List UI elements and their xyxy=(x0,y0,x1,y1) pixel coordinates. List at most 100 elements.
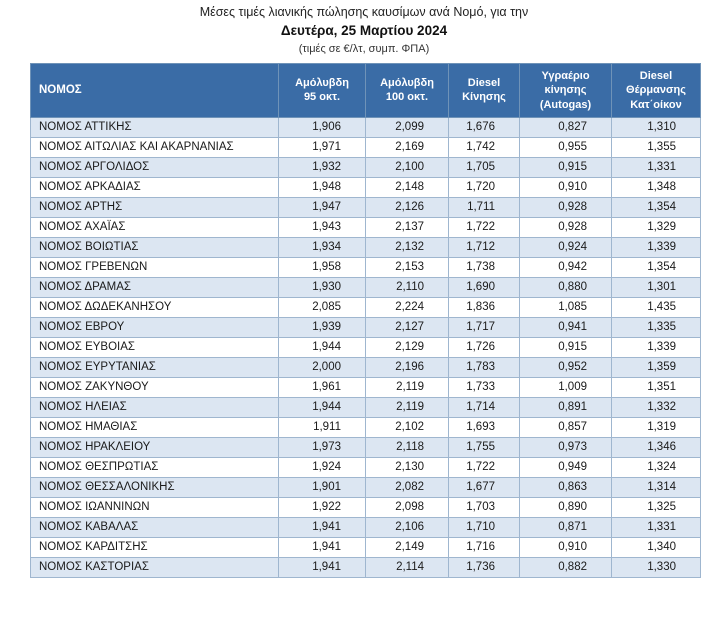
value-cell: 1,324 xyxy=(611,456,701,478)
table-row: ΝΟΜΟΣ ΑΡΓΟΛΙΔΟΣ 1,932 2,100 1,705 0,915 … xyxy=(30,156,701,178)
header-cell: Αμόλυβδη 95 οκτ. xyxy=(278,62,366,118)
value-cell: 2,196 xyxy=(365,356,449,378)
value-cell: 1,710 xyxy=(448,516,520,538)
value-cell: 1,703 xyxy=(448,496,520,518)
value-cell: 1,722 xyxy=(448,456,520,478)
value-cell: 1,676 xyxy=(448,116,520,138)
table-row: ΝΟΜΟΣ ΕΥΡΥΤΑΝΙΑΣ 2,000 2,196 1,783 0,952… xyxy=(30,356,701,378)
value-cell: 0,952 xyxy=(519,356,612,378)
value-cell: 1,947 xyxy=(278,196,366,218)
table-row: ΝΟΜΟΣ ΑΙΤΩΛΙΑΣ ΚΑΙ ΑΚΑΡΝΑΝΙΑΣ 1,971 2,16… xyxy=(30,136,701,158)
value-cell: 1,944 xyxy=(278,336,366,358)
value-cell: 1,331 xyxy=(611,156,701,178)
fuel-prices-table: ΝΟΜΟΣ Αμόλυβδη 95 οκτ. Αμόλυβδη 100 οκτ. Di… xyxy=(30,62,701,578)
value-cell: 1,711 xyxy=(448,196,520,218)
value-cell: 0,880 xyxy=(519,276,612,298)
value-cell: 2,119 xyxy=(365,376,449,398)
value-cell: 1,346 xyxy=(611,436,701,458)
value-cell: 1,332 xyxy=(611,396,701,418)
table-row: ΝΟΜΟΣ ΒΟΙΩΤΙΑΣ 1,934 2,132 1,712 0,924 1… xyxy=(30,236,701,258)
value-cell: 1,901 xyxy=(278,476,366,498)
table-row: ΝΟΜΟΣ ΑΤΤΙΚΗΣ 1,906 2,099 1,676 0,827 1,… xyxy=(30,116,701,138)
nomos-cell: ΝΟΜΟΣ ΑΡΓΟΛΙΔΟΣ xyxy=(30,156,279,178)
header-cell: Υγραέριο κίνησης (Autogas) xyxy=(519,62,612,118)
nomos-cell: ΝΟΜΟΣ ΑΙΤΩΛΙΑΣ ΚΑΙ ΑΚΑΡΝΑΝΙΑΣ xyxy=(30,136,279,158)
value-cell: 1,973 xyxy=(278,436,366,458)
value-cell: 2,132 xyxy=(365,236,449,258)
value-cell: 1,836 xyxy=(448,296,520,318)
nomos-cell: ΝΟΜΟΣ ΕΥΡΥΤΑΝΙΑΣ xyxy=(30,356,279,378)
value-cell: 1,941 xyxy=(278,516,366,538)
nomos-cell: ΝΟΜΟΣ ΗΛΕΙΑΣ xyxy=(30,396,279,418)
value-cell: 1,720 xyxy=(448,176,520,198)
table-row: ΝΟΜΟΣ ΑΡΤΗΣ 1,947 2,126 1,711 0,928 1,35… xyxy=(30,196,701,218)
value-cell: 1,359 xyxy=(611,356,701,378)
value-cell: 1,339 xyxy=(611,236,701,258)
table-row: ΝΟΜΟΣ ΗΡΑΚΛΕΙΟΥ 1,973 2,118 1,755 0,973 … xyxy=(30,436,701,458)
table-row: ΝΟΜΟΣ ΚΑΣΤΟΡΙΑΣ 1,941 2,114 1,736 0,882 … xyxy=(30,556,701,578)
value-cell: 1,355 xyxy=(611,136,701,158)
value-cell: 1,783 xyxy=(448,356,520,378)
value-cell: 1,712 xyxy=(448,236,520,258)
value-cell: 1,717 xyxy=(448,316,520,338)
value-cell: 0,928 xyxy=(519,216,612,238)
value-cell: 2,082 xyxy=(365,476,449,498)
value-cell: 2,148 xyxy=(365,176,449,198)
value-cell: 0,915 xyxy=(519,336,612,358)
value-cell: 1,301 xyxy=(611,276,701,298)
value-cell: 1,319 xyxy=(611,416,701,438)
value-cell: 1,742 xyxy=(448,136,520,158)
nomos-cell: ΝΟΜΟΣ ΗΜΑΘΙΑΣ xyxy=(30,416,279,438)
header-row: ΝΟΜΟΣ Αμόλυβδη 95 οκτ. Αμόλυβδη 100 οκτ. Di… xyxy=(30,62,701,118)
value-cell: 1,310 xyxy=(611,116,701,138)
value-cell: 2,000 xyxy=(278,356,366,378)
nomos-cell: ΝΟΜΟΣ ΚΑΒΑΛΑΣ xyxy=(30,516,279,538)
value-cell: 2,153 xyxy=(365,256,449,278)
value-cell: 1,941 xyxy=(278,536,366,558)
table-row: ΝΟΜΟΣ ΔΡΑΜΑΣ 1,930 2,110 1,690 0,880 1,3… xyxy=(30,276,701,298)
table-row: ΝΟΜΟΣ ΚΑΒΑΛΑΣ 1,941 2,106 1,710 0,871 1,… xyxy=(30,516,701,538)
nomos-cell: ΝΟΜΟΣ ΓΡΕΒΕΝΩΝ xyxy=(30,256,279,278)
nomos-cell: ΝΟΜΟΣ ΕΒΡΟΥ xyxy=(30,316,279,338)
table-row: ΝΟΜΟΣ ΙΩΑΝΝΙΝΩΝ 1,922 2,098 1,703 0,890 … xyxy=(30,496,701,518)
value-cell: 1,348 xyxy=(611,176,701,198)
value-cell: 1,354 xyxy=(611,256,701,278)
value-cell: 2,110 xyxy=(365,276,449,298)
report-header: Μέσες τιμές λιανικής πώλησης καυσίμων αν… xyxy=(0,4,728,57)
value-cell: 1,961 xyxy=(278,376,366,398)
value-cell: 1,726 xyxy=(448,336,520,358)
value-cell: 1,335 xyxy=(611,316,701,338)
value-cell: 1,693 xyxy=(448,416,520,438)
table-row: ΝΟΜΟΣ ΗΛΕΙΑΣ 1,944 2,119 1,714 0,891 1,3… xyxy=(30,396,701,418)
nomos-cell: ΝΟΜΟΣ ΗΡΑΚΛΕΙΟΥ xyxy=(30,436,279,458)
value-cell: 1,958 xyxy=(278,256,366,278)
value-cell: 0,871 xyxy=(519,516,612,538)
table-row: ΝΟΜΟΣ ΚΑΡΔΙΤΣΗΣ 1,941 2,149 1,716 0,910 … xyxy=(30,536,701,558)
nomos-cell: ΝΟΜΟΣ ΚΑΣΤΟΡΙΑΣ xyxy=(30,556,279,578)
value-cell: 1,738 xyxy=(448,256,520,278)
value-cell: 1,354 xyxy=(611,196,701,218)
nomos-cell: ΝΟΜΟΣ ΕΥΒΟΙΑΣ xyxy=(30,336,279,358)
nomos-cell: ΝΟΜΟΣ ΘΕΣΣΑΛΟΝΙΚΗΣ xyxy=(30,476,279,498)
nomos-cell: ΝΟΜΟΣ ΑΤΤΙΚΗΣ xyxy=(30,116,279,138)
table-row: ΝΟΜΟΣ ΘΕΣΣΑΛΟΝΙΚΗΣ 1,901 2,082 1,677 0,8… xyxy=(30,476,701,498)
nomos-cell: ΝΟΜΟΣ ΒΟΙΩΤΙΑΣ xyxy=(30,236,279,258)
value-cell: 2,169 xyxy=(365,136,449,158)
value-cell: 0,891 xyxy=(519,396,612,418)
header-cell: Αμόλυβδη 100 οκτ. xyxy=(365,62,449,118)
value-cell: 0,924 xyxy=(519,236,612,258)
value-cell: 2,137 xyxy=(365,216,449,238)
value-cell: 1,085 xyxy=(519,296,612,318)
value-cell: 0,910 xyxy=(519,536,612,558)
value-cell: 2,100 xyxy=(365,156,449,178)
value-cell: 2,085 xyxy=(278,296,366,318)
value-cell: 0,827 xyxy=(519,116,612,138)
value-cell: 1,944 xyxy=(278,396,366,418)
value-cell: 1,733 xyxy=(448,376,520,398)
value-cell: 1,922 xyxy=(278,496,366,518)
value-cell: 2,126 xyxy=(365,196,449,218)
table-row: ΝΟΜΟΣ ΔΩΔΕΚΑΝΗΣΟΥ 2,085 2,224 1,836 1,08… xyxy=(30,296,701,318)
value-cell: 1,948 xyxy=(278,176,366,198)
value-cell: 1,325 xyxy=(611,496,701,518)
value-cell: 1,755 xyxy=(448,436,520,458)
